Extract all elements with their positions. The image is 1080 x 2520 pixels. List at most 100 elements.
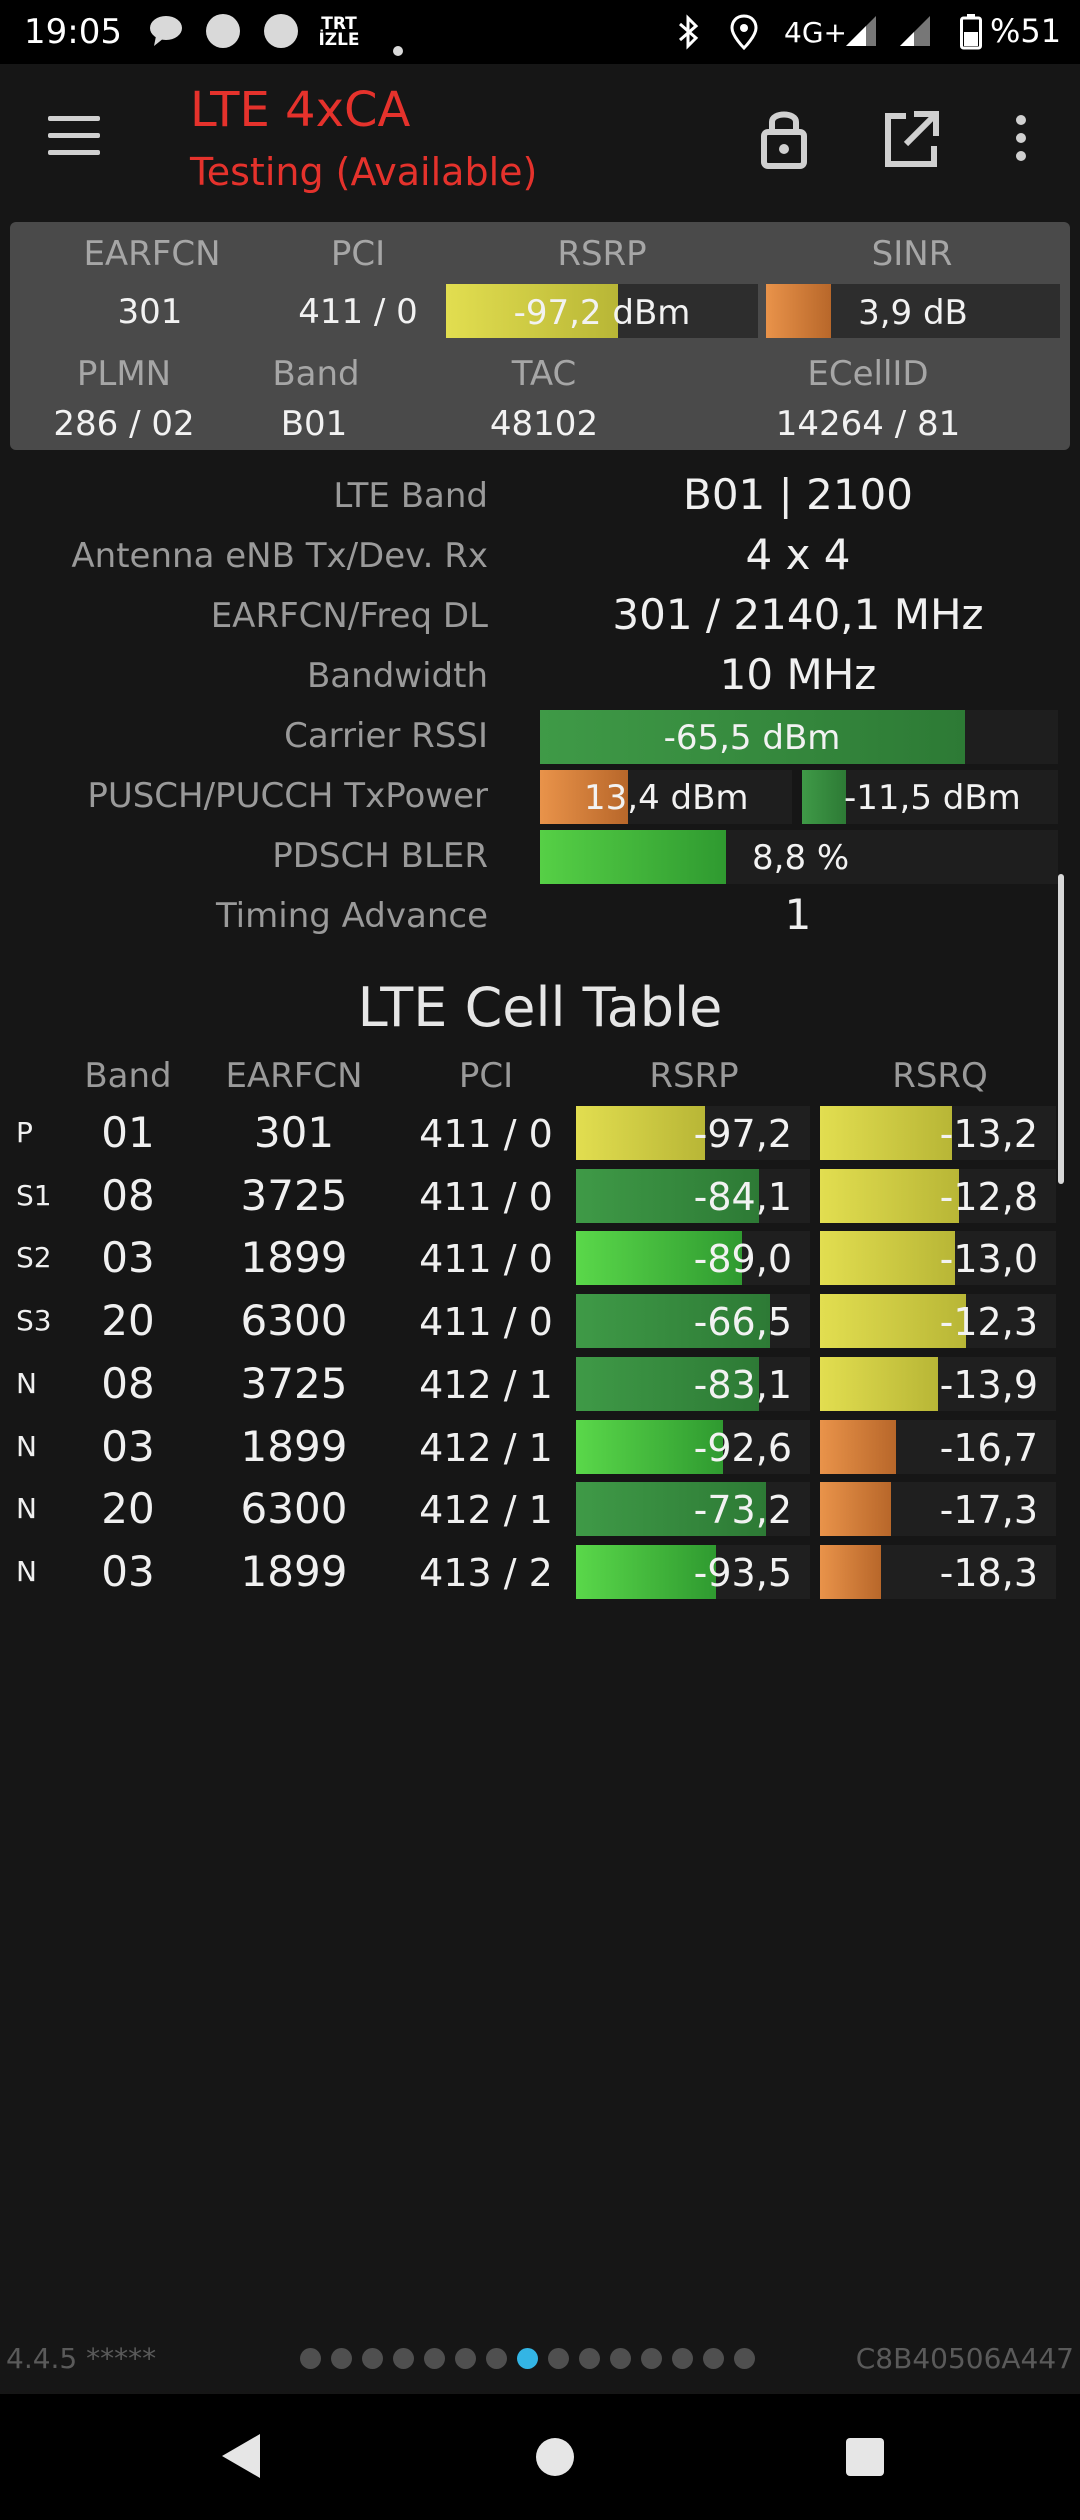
cell-earfcn: 1899 [240,1421,348,1471]
lte-band-value: B01 | 2100 [683,470,913,519]
scrollbar[interactable] [1058,874,1064,1184]
page-dot[interactable] [517,2348,538,2369]
cell-rsrq-fill [820,1168,960,1223]
cell-rsrp-bar: -97,2 [576,1106,810,1160]
recents-icon[interactable] [844,2436,886,2482]
table-row: S1 08 3725 411 / 0 -84,1 -12,8 [0,1165,1080,1227]
ecellid-label: ECellID [807,354,929,394]
page-dot[interactable] [331,2348,352,2369]
back-icon[interactable] [218,2430,264,2486]
dot-icon [392,26,404,66]
page-dot[interactable] [579,2348,600,2369]
earfcn-freq-value: 301 / 2140,1 MHz [612,590,984,639]
table-row: N 20 6300 412 / 1 -73,2 -17,3 [0,1478,1080,1540]
page-dot[interactable] [424,2348,445,2369]
cell-rsrq-value: -12,3 [939,1300,1038,1345]
page-dot[interactable] [703,2348,724,2369]
bandwidth-label: Bandwidth [306,656,488,696]
cell-type: N [16,1492,37,1526]
battery-level: %51 [990,12,1062,50]
cell-rsrq-fill [820,1544,882,1599]
cell-earfcn: 1899 [240,1233,348,1283]
page-dot[interactable] [486,2348,507,2369]
column-header-rsrp: RSRP [649,1056,739,1096]
rsrp-value: -97,2 dBm [513,293,691,333]
cell-rsrq-bar: -13,9 [820,1356,1056,1411]
cell-earfcn: 6300 [240,1296,348,1346]
timing-advance-value: 1 [784,890,812,939]
cell-rsrq-value: -13,9 [939,1362,1038,1407]
pusch-bar: 13,4 dBm [540,770,792,824]
pdsch-bler-bar: 8,8 % [540,830,1058,884]
cell-type: P [16,1116,33,1149]
page-dot[interactable] [455,2348,476,2369]
home-icon[interactable] [534,2436,576,2482]
cell-rsrp-fill [576,1356,759,1411]
circle-icon [264,14,298,57]
pci-label: PCI [330,234,386,274]
signal-icon [898,14,932,57]
txpower-label: PUSCH/PUCCH TxPower [87,776,488,816]
sinr-bar: 3,9 dB [766,284,1060,338]
menu-icon[interactable] [48,116,100,156]
lte-band-label: LTE Band [333,476,488,516]
table-row: P 01 301 411 / 0 -97,2 -13,2 [0,1102,1080,1164]
cell-rsrp-bar: -83,1 [576,1356,810,1411]
battery-icon [960,14,982,59]
cell-pci: 411 / 0 [419,1237,553,1282]
page-dot[interactable] [362,2348,383,2369]
summary-panel: EARFCN PCI RSRP SINR 301 411 / 0 -97,2 d… [10,222,1070,450]
cell-rsrp-value: -73,2 [693,1488,792,1533]
circle-icon [206,14,240,57]
cell-band: 03 [101,1233,155,1283]
cell-earfcn: 301 [253,1108,335,1157]
carrier-rssi-value: -65,5 dBm [663,718,841,758]
page-title: LTE 4xCA [190,82,411,138]
cell-rsrq-fill [820,1356,938,1411]
page-dot[interactable] [300,2348,321,2369]
plmn-value: 286 / 02 [53,404,195,444]
cell-rsrq-bar: -18,3 [820,1544,1056,1599]
cell-rsrp-value: -97,2 [693,1112,792,1156]
cell-band: 08 [101,1358,155,1408]
more-vert-icon[interactable] [1006,102,1036,174]
table-row: S3 20 6300 411 / 0 -66,5 -12,3 [0,1290,1080,1352]
page-indicator[interactable] [300,2348,765,2372]
page-dot[interactable] [548,2348,569,2369]
cell-rsrq-value: -18,3 [939,1550,1038,1595]
cell-rsrq-bar: -12,8 [820,1168,1056,1223]
cell-rsrp-bar: -93,5 [576,1544,810,1599]
cell-rsrp-fill [576,1482,766,1537]
rsrp-bar: -97,2 dBm [446,284,758,338]
timing-advance-label: Timing Advance [215,896,488,936]
earfcn-value: 301 [117,292,183,332]
cell-rsrp-value: -89,0 [693,1237,792,1282]
cell-type: N [16,1366,37,1400]
pucch-bar: -11,5 dBm [802,770,1058,824]
page-dot[interactable] [734,2348,755,2369]
network-type: 4G+ [784,16,847,49]
cell-rsrp-fill [576,1231,743,1286]
cell-pci: 412 / 1 [419,1425,553,1470]
open-external-icon[interactable] [878,102,942,174]
cell-rsrq-fill [820,1419,896,1474]
page-dot[interactable] [641,2348,662,2369]
cell-rsrp-value: -93,5 [693,1550,792,1595]
page-dot[interactable] [672,2348,693,2369]
page-dot[interactable] [610,2348,631,2369]
cell-rsrq-bar: -13,2 [820,1106,1056,1160]
carrier-rssi-label: Carrier RSSI [284,716,488,756]
plmn-label: PLMN [76,354,172,394]
lock-icon[interactable] [752,102,816,174]
rsrp-label: RSRP [557,234,647,274]
chat-icon [148,14,184,57]
pci-value: 411 / 0 [298,292,418,332]
page-dot[interactable] [393,2348,414,2369]
ecellid-value: 14264 / 81 [775,404,961,444]
cell-earfcn: 3725 [240,1170,348,1220]
cell-rsrp-bar: -92,6 [576,1419,810,1474]
cell-rsrq-fill [820,1294,967,1349]
navigation-bar [0,2394,1080,2520]
cell-band: 20 [101,1484,155,1534]
cell-rsrp-value: -66,5 [693,1300,792,1345]
